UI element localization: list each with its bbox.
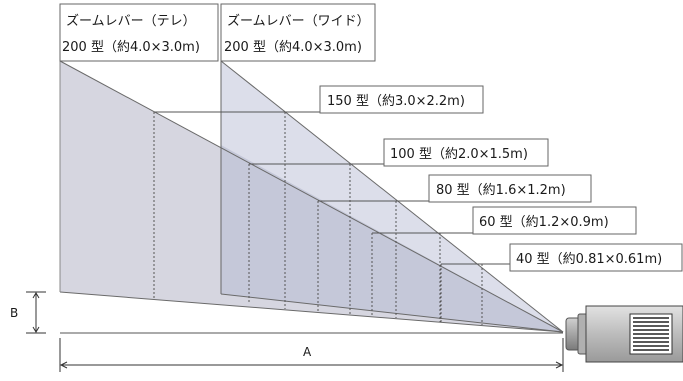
projector-illustration [565,305,683,363]
size-label-100: 100 型（約2.0×1.5m) [383,138,549,167]
projector-vent [629,313,673,355]
screen-size-guides [153,112,483,325]
svg-text:40 型（約0.81×0.61m): 40 型（約0.81×0.61m) [516,252,662,267]
header-tele-line2: 200 型（約4.0×3.0m) [62,40,200,55]
header-tele-box: ズームレバー（テレ） 200 型（約4.0×3.0m) [59,3,219,62]
header-wide-box: ズームレバー（ワイド） 200 型（約4.0×3.0m) [220,3,376,62]
dimension-a [59,338,564,372]
size-label-150: 150 型（約3.0×2.2m) [319,85,484,114]
leader-lines [154,111,510,265]
header-wide-line2: 200 型（約4.0×3.0m) [224,40,362,55]
dimension-b-label: B [10,306,18,320]
dimension-b [26,291,46,334]
overlap-beam [221,145,563,332]
size-label-60: 60 型（約1.2×0.9m) [472,206,637,235]
dimension-a-label: A [303,345,312,359]
svg-text:100 型（約2.0×1.5m): 100 型（約2.0×1.5m) [390,147,528,162]
header-tele-line1: ズームレバー（テレ） [66,13,196,29]
svg-text:80 型（約1.6×1.2m): 80 型（約1.6×1.2m) [436,183,566,198]
header-wide-line1: ズームレバー（ワイド） [227,13,370,29]
size-label-40: 40 型（約0.81×0.61m) [509,243,683,272]
beam-edges [59,60,564,333]
svg-text:150 型（約3.0×2.2m): 150 型（約3.0×2.2m) [327,94,465,109]
svg-text:60 型（約1.2×0.9m): 60 型（約1.2×0.9m) [479,215,609,230]
size-label-80: 80 型（約1.6×1.2m) [428,174,592,203]
